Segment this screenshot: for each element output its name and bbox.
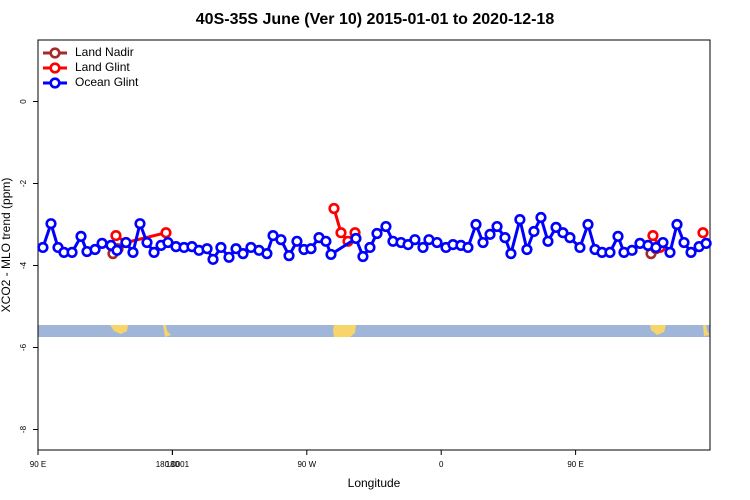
point [528,225,540,238]
point [89,243,101,256]
point [45,218,57,230]
point [261,248,273,260]
point [626,244,638,256]
point [697,227,709,239]
y-tick-label: -2 [19,179,28,187]
point [371,227,383,240]
surface-strip [38,325,710,337]
point [134,218,146,230]
point [207,253,219,265]
point [291,235,303,247]
point [350,232,362,245]
point [335,227,347,239]
point [148,246,160,258]
point [470,218,482,231]
point [700,237,712,249]
point [582,218,594,231]
point [542,235,554,247]
point [484,228,496,240]
point [604,246,616,258]
point [521,243,533,256]
point [574,241,586,254]
x-tick-label: 90 W [297,460,316,469]
legend-label: Ocean Glint [75,75,139,89]
point [305,243,317,255]
x-tick-label: 180.0001 [156,460,190,469]
x-tick-label: 90 E [30,460,46,469]
point [110,229,122,242]
point [535,211,547,224]
point [477,236,489,249]
legend-marker [49,62,61,74]
point [409,234,421,246]
point [380,220,392,233]
point [499,232,511,244]
y-axis-label: XCO2 - MLO trend (ppm) [0,178,13,313]
point [127,246,139,258]
point [215,241,227,254]
point [160,227,172,239]
legend-label: Land Glint [75,60,130,74]
land-blobs [110,325,710,337]
point [96,237,108,249]
x-tick-label: 180 [166,460,180,469]
point [685,246,697,258]
point [664,246,676,258]
point [325,248,337,261]
point [550,221,562,233]
legend-marker [49,47,61,59]
y-tick-label: -8 [19,425,28,433]
point [320,235,332,247]
point [223,251,235,263]
point [514,213,526,226]
y-tick-label: 0 [19,99,28,104]
point [564,232,576,244]
point [647,229,659,242]
point [37,241,49,254]
legend-label: Land Nadir [75,45,134,59]
point [431,236,443,249]
point [120,236,132,249]
point [671,218,683,231]
point [283,250,295,262]
point [328,202,340,215]
point [230,243,242,255]
point [275,234,287,246]
point [357,250,369,263]
point [237,248,249,260]
x-axis-label: Longitude [348,476,401,490]
y-tick-label: -6 [19,343,28,351]
point [650,241,662,254]
point [612,230,624,242]
chart-title: 40S-35S June (Ver 10) 2015-01-01 to 2020… [196,11,555,28]
point [364,241,376,254]
point [557,227,569,239]
point [75,230,87,242]
point [201,243,213,255]
point [417,241,429,254]
point [111,244,123,256]
point [141,236,153,249]
point [678,236,690,249]
point [657,236,669,249]
legend-marker [49,77,61,89]
x-tick-label: 90 E [567,460,583,469]
point [462,241,474,254]
x-tick-label: 0 [439,460,444,469]
point [505,248,517,260]
point [491,220,503,233]
y-tick-label: -4 [19,261,28,269]
point [66,246,78,258]
